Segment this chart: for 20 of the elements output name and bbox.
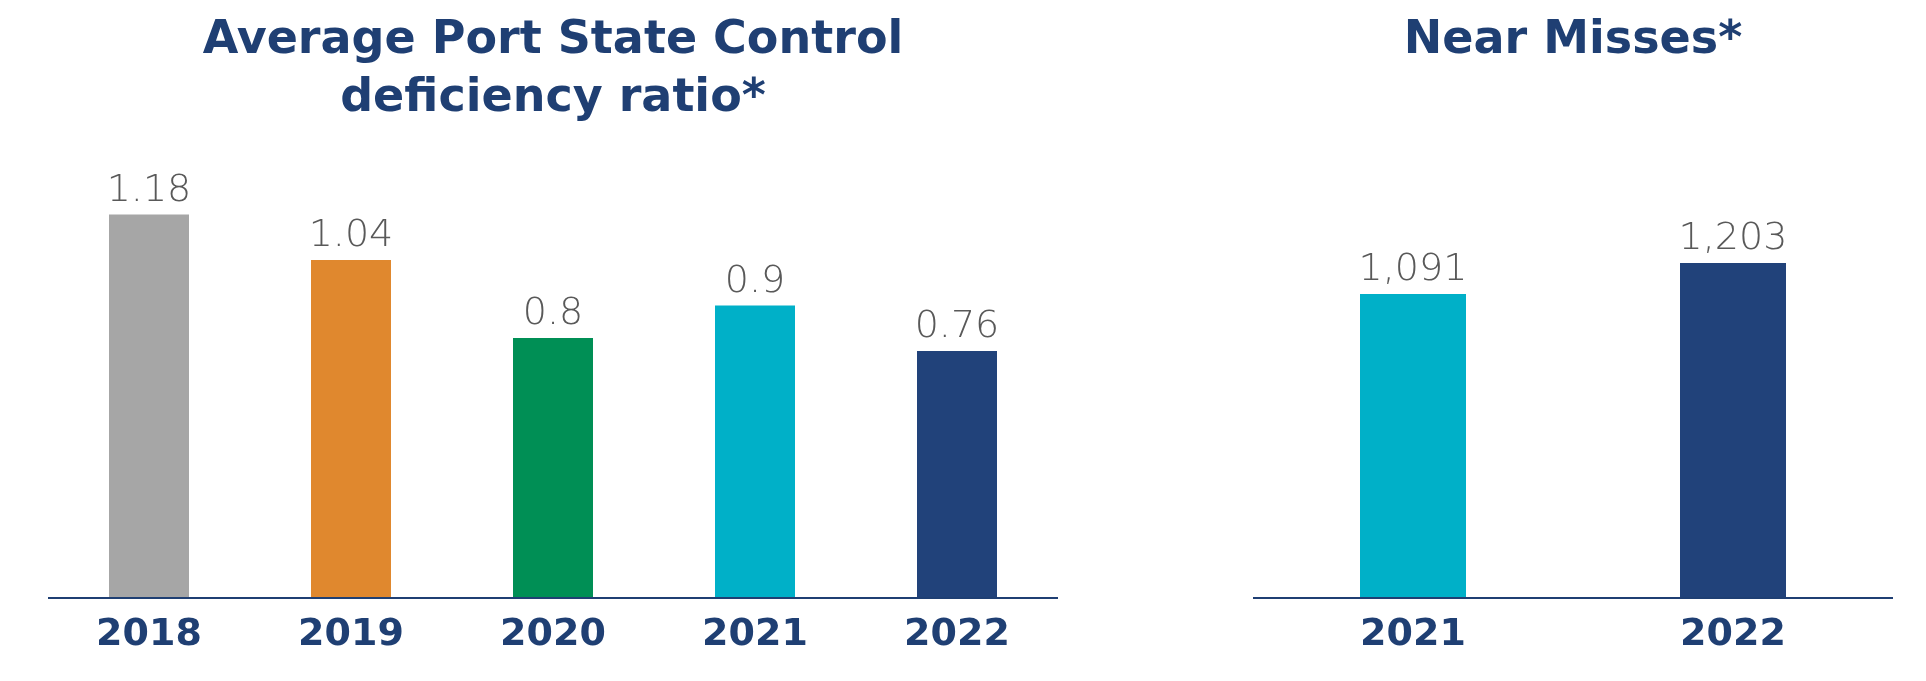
data-label: 1,091 bbox=[1358, 245, 1468, 290]
x-tick-label: 2019 bbox=[298, 609, 404, 654]
bar bbox=[311, 260, 391, 598]
data-label: 0.9 bbox=[724, 256, 786, 301]
x-tick-label: 2021 bbox=[702, 609, 808, 654]
x-tick-label: 2020 bbox=[500, 609, 606, 654]
chart-title: Average Port State Control deficiency ratio* bbox=[201, 9, 905, 124]
data-label: 1.04 bbox=[308, 211, 394, 255]
bar bbox=[715, 305, 795, 598]
x-tick-label: 2022 bbox=[1680, 609, 1786, 654]
data-label: 1,203 bbox=[1678, 213, 1788, 258]
bar bbox=[513, 338, 593, 598]
data-label: 0.8 bbox=[522, 289, 584, 333]
x-tick-label: 2022 bbox=[904, 609, 1010, 654]
chart-title: Near Misses* bbox=[1402, 9, 1744, 66]
x-tick-label: 2018 bbox=[96, 609, 202, 654]
data-label: 1.18 bbox=[106, 165, 192, 210]
bar bbox=[109, 214, 189, 598]
data-label: 0.76 bbox=[914, 302, 1000, 346]
x-tick-label: 2021 bbox=[1360, 609, 1466, 654]
